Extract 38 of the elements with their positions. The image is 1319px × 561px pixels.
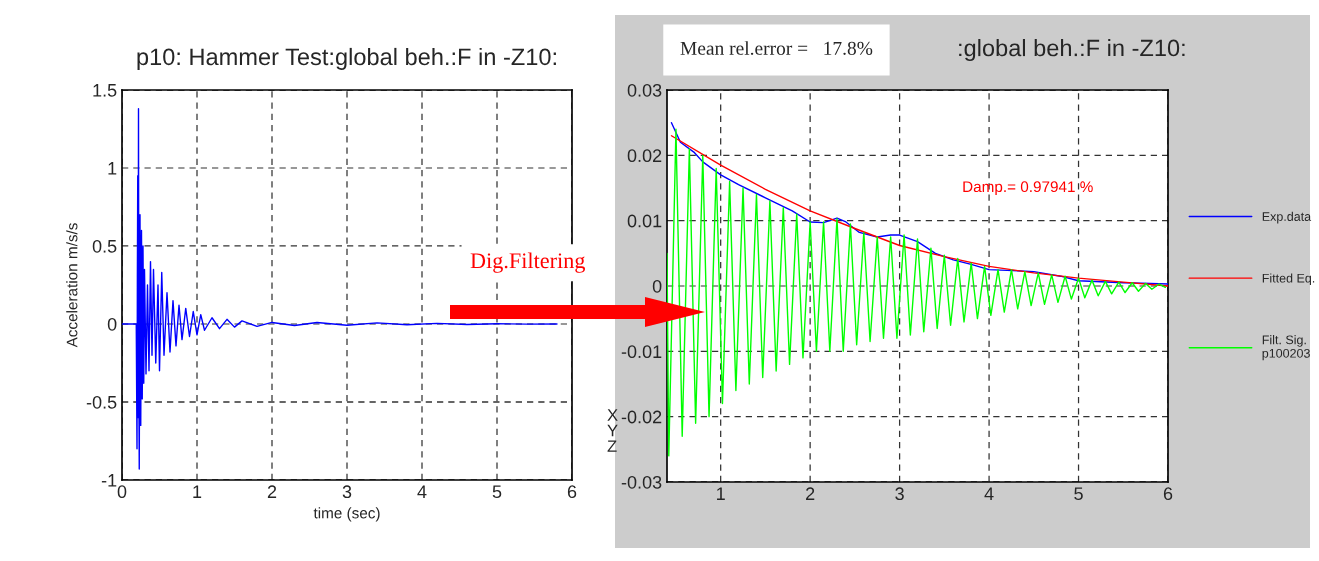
x-tick-label: 6 xyxy=(1163,487,1173,501)
y-tick-label: -0.03 xyxy=(621,475,662,489)
y-tick-label: 0.01 xyxy=(627,214,662,228)
y-tick-label: 0 xyxy=(652,279,662,293)
x-tick-label: 2 xyxy=(806,487,815,500)
x-tick-label: 1 xyxy=(193,485,202,498)
x-tick-label: 5 xyxy=(492,485,502,499)
x-tick-label: 4 xyxy=(417,485,427,498)
x-tick-label: 5 xyxy=(1074,487,1083,501)
x-tick-label: 4 xyxy=(984,487,994,500)
text: Mean rel.error = 17.8% xyxy=(680,41,873,55)
y-tick-label: 0 xyxy=(107,317,117,331)
y-tick-label: -0.5 xyxy=(86,395,117,409)
y-tick-label: 1 xyxy=(108,162,117,175)
y-tick-label: -0.01 xyxy=(621,345,662,359)
x-tick-label: 3 xyxy=(342,485,352,499)
annotation: Dig.Filtering xyxy=(470,252,586,273)
x-tick-label: 0 xyxy=(117,485,127,499)
x-tick-label: 2 xyxy=(267,485,277,498)
y-axis-title: Acceleration m/s/s xyxy=(66,223,78,348)
x-tick-label: 1 xyxy=(717,487,725,500)
x-tick-label: 3 xyxy=(895,487,904,501)
annotation: Damp.= 0.97941 % xyxy=(963,181,1093,196)
legend-label: Fitted Eq. xyxy=(1262,273,1315,286)
line-series xyxy=(667,128,1167,457)
legend-label: Exp.data xyxy=(1262,211,1312,224)
legend-label: Filt. Sig. p100203 xyxy=(1262,335,1310,361)
x-tick-label: 6 xyxy=(567,485,577,499)
y-tick-label: -1 xyxy=(101,474,117,487)
y-tick-label: -0.02 xyxy=(621,410,662,424)
chart-title: :global beh.:F in -Z10: xyxy=(959,39,1185,61)
y-tick-label: 1.5 xyxy=(93,84,117,97)
y-tick-label: 0.5 xyxy=(92,239,117,253)
text: X Y Z xyxy=(607,409,618,452)
chart-title: p10: Hammer Test:global beh.:F in -Z10: xyxy=(137,47,556,70)
x-axis-title: time (sec) xyxy=(313,507,380,522)
y-tick-label: 0.03 xyxy=(627,83,662,97)
y-tick-label: 0.02 xyxy=(627,149,662,163)
